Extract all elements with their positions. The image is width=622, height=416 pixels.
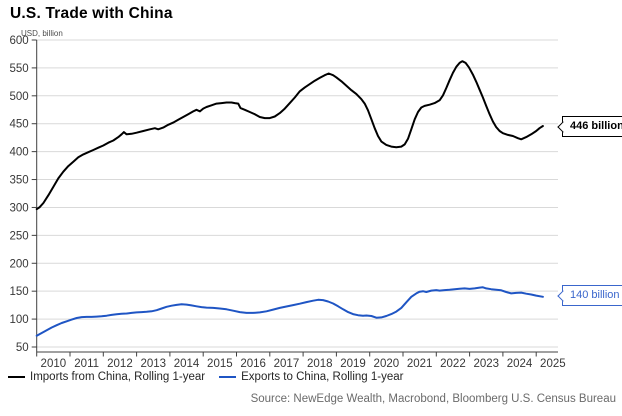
x-tick-label: 2010 <box>41 358 67 370</box>
exports-line-swatch-icon <box>219 375 237 379</box>
source-note: Source: NewEdge Wealth, Macrobond, Bloom… <box>250 393 616 405</box>
x-tick-label: 2020 <box>374 358 400 370</box>
legend: Imports from China, Rolling 1-year Expor… <box>8 371 403 383</box>
x-tick-label: 2023 <box>473 358 499 370</box>
y-tick-label: 400 <box>10 147 29 159</box>
x-tick-label: 2017 <box>274 358 300 370</box>
y-tick-label: 350 <box>10 175 29 187</box>
legend-item-imports: Imports from China, Rolling 1-year <box>8 371 205 383</box>
y-tick-label: 200 <box>10 258 29 270</box>
x-tick-label: 2022 <box>440 358 466 370</box>
x-tick-label: 2014 <box>174 358 200 370</box>
x-tick-label: 2019 <box>340 358 366 370</box>
legend-item-exports: Exports to China, Rolling 1-year <box>219 371 403 383</box>
chart-unit-label: USD, billion <box>21 29 63 38</box>
y-tick-label: 300 <box>10 202 29 214</box>
exports-end-value-callout: 140 billion <box>562 285 622 306</box>
exports-end-value: 140 billion <box>570 289 620 301</box>
x-tick-label: 2012 <box>107 358 133 370</box>
imports-line-swatch-icon <box>8 375 25 379</box>
y-tick-label: 450 <box>10 119 29 131</box>
x-tick-label: 2024 <box>507 358 533 370</box>
x-tick-label: 2011 <box>74 358 99 370</box>
y-tick-label: 500 <box>10 91 29 103</box>
y-tick-label: 600 <box>10 35 29 47</box>
x-tick-label: 2025 <box>540 358 566 370</box>
x-tick-label: 2016 <box>240 358 266 370</box>
x-tick-label: 2015 <box>207 358 233 370</box>
x-tick-label: 2021 <box>407 358 433 370</box>
x-tick-label: 2013 <box>140 358 166 370</box>
y-tick-label: 550 <box>10 63 29 75</box>
imports-end-value: 446 billion <box>570 120 622 132</box>
imports-end-value-callout: 446 billion <box>562 116 622 137</box>
exports-line <box>35 286 544 337</box>
y-tick-label: 250 <box>10 230 29 242</box>
legend-label-imports: Imports from China, Rolling 1-year <box>30 371 206 383</box>
y-tick-label: 50 <box>16 342 29 354</box>
chart-title: U.S. Trade with China <box>10 5 173 22</box>
y-tick-label: 100 <box>10 314 29 326</box>
x-tick-label: 2018 <box>307 358 333 370</box>
legend-label-exports: Exports to China, Rolling 1-year <box>241 371 404 383</box>
y-tick-label: 150 <box>10 286 29 298</box>
imports-line <box>35 60 544 211</box>
